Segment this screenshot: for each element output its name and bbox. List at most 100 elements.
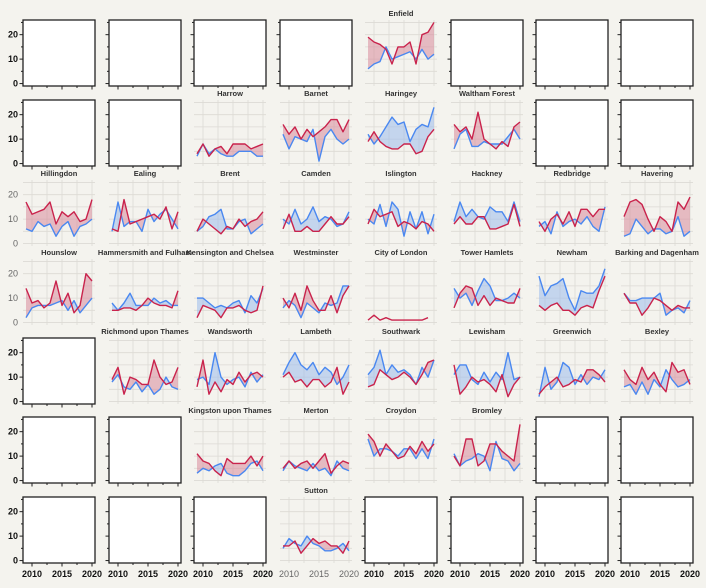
red-fill-area	[630, 199, 636, 234]
axes-frame	[620, 496, 694, 564]
x-tick-label: 2015	[565, 569, 585, 579]
red-fill-area	[74, 211, 80, 237]
panel-title: Southwark	[382, 327, 421, 336]
axes-frame	[450, 496, 524, 564]
red-fill-area	[245, 456, 251, 471]
red-series-line	[282, 452, 350, 474]
panel-title: Waltham Forest	[459, 89, 515, 98]
panel-westminster: Westminster	[280, 248, 352, 325]
panel-greenwich: Greenwich	[536, 327, 608, 404]
empty-panel: 2010 2015 2020	[190, 496, 273, 579]
blue-fill-area	[563, 278, 569, 311]
red-fill-area	[251, 219, 257, 234]
red-series-line	[367, 208, 435, 232]
blue-series-line	[453, 201, 521, 223]
blue-fill-area	[502, 352, 508, 397]
y-tick-label: 0	[13, 476, 18, 486]
axes-frame	[193, 19, 267, 87]
empty-panel: 0 10 20	[8, 337, 96, 408]
blue-fill-area	[380, 126, 386, 147]
red-series-line	[196, 285, 264, 319]
panel-title: Wandsworth	[208, 327, 253, 336]
red-series-line	[196, 359, 264, 395]
red-fill-area	[80, 219, 86, 227]
red-fill-area	[258, 456, 263, 471]
red-series-line	[282, 285, 350, 314]
axes-frame	[620, 99, 694, 167]
red-series-line	[623, 292, 690, 316]
panel-richmond-upon-thames: Richmond upon Thames	[101, 327, 189, 404]
red-fill-area	[422, 32, 428, 60]
red-series-line	[112, 290, 179, 312]
red-fill-area	[624, 202, 630, 237]
panel-title: Islington	[385, 169, 417, 178]
blue-fill-area	[587, 293, 593, 308]
blue-fill-area	[313, 206, 319, 232]
empty-panel	[532, 99, 609, 170]
red-series-line	[367, 359, 435, 388]
x-tick-label: 2015	[309, 569, 329, 579]
axes-frame	[535, 99, 609, 167]
blue-fill-area	[307, 206, 313, 232]
red-fill-area	[333, 367, 337, 385]
empty-panel: 2010 2015 2020	[105, 496, 188, 579]
red-series-line	[111, 198, 179, 233]
red-fill-area	[593, 209, 599, 232]
red-fill-area	[233, 144, 239, 157]
panel-enfield: Enfield	[365, 9, 437, 86]
x-tick-label: 2015	[223, 569, 243, 579]
red-series-line	[367, 314, 429, 321]
axes-frame	[535, 416, 609, 484]
blue-fill-area	[642, 298, 648, 316]
red-fill-area	[239, 463, 245, 476]
blue-series-line	[282, 206, 350, 228]
panel-title: Havering	[641, 169, 674, 178]
red-fill-area	[587, 369, 593, 385]
axes-frame	[620, 19, 694, 87]
red-fill-area	[325, 119, 331, 137]
empty-panel	[105, 416, 182, 487]
empty-panel	[617, 416, 694, 487]
axes-frame	[108, 19, 182, 87]
axes-frame	[22, 19, 96, 87]
panel-hounslow: Hounslow 0 10 20	[8, 248, 95, 328]
x-tick-label: 2020	[339, 569, 359, 579]
blue-series-line	[538, 361, 606, 397]
blue-series-line	[282, 460, 350, 477]
blue-series-line	[453, 277, 521, 307]
red-fill-area	[551, 377, 557, 390]
red-fill-area	[678, 202, 684, 237]
red-series-line	[282, 118, 350, 140]
red-fill-area	[50, 202, 56, 237]
blue-series-line	[453, 128, 521, 150]
axes-frame	[535, 496, 609, 564]
panel-bexley: Bexley	[621, 327, 693, 404]
panel-wandsworth: Wandsworth	[194, 327, 266, 404]
x-tick-label: 2010	[108, 569, 128, 579]
empty-panel	[617, 19, 694, 90]
red-series-line	[367, 128, 435, 155]
red-fill-area	[289, 126, 295, 149]
panel-title: Greenwich	[553, 327, 592, 336]
panel-barnet: Barnet	[280, 89, 352, 166]
panel-title: Richmond upon Thames	[101, 327, 189, 336]
blue-fill-area	[478, 278, 484, 306]
blue-series-line	[367, 201, 435, 237]
blue-series-line	[453, 351, 521, 386]
red-fill-area	[636, 367, 642, 395]
blue-fill-area	[490, 206, 496, 229]
blue-fill-area	[545, 285, 551, 311]
panel-title: Croydon	[386, 406, 417, 415]
red-fill-area	[642, 204, 648, 234]
red-series-line	[283, 537, 350, 554]
x-tick-label: 2015	[394, 569, 414, 579]
blue-fill-area	[374, 350, 380, 385]
panel-title: Westminster	[294, 248, 339, 257]
panel-tower-hamlets: Tower Hamlets	[451, 248, 523, 325]
red-series-line	[282, 213, 350, 233]
empty-panel	[105, 99, 182, 170]
red-fill-area	[233, 463, 239, 476]
red-fill-area	[460, 285, 466, 299]
y-tick-label: 20	[8, 507, 18, 517]
red-fill-area	[26, 202, 32, 232]
